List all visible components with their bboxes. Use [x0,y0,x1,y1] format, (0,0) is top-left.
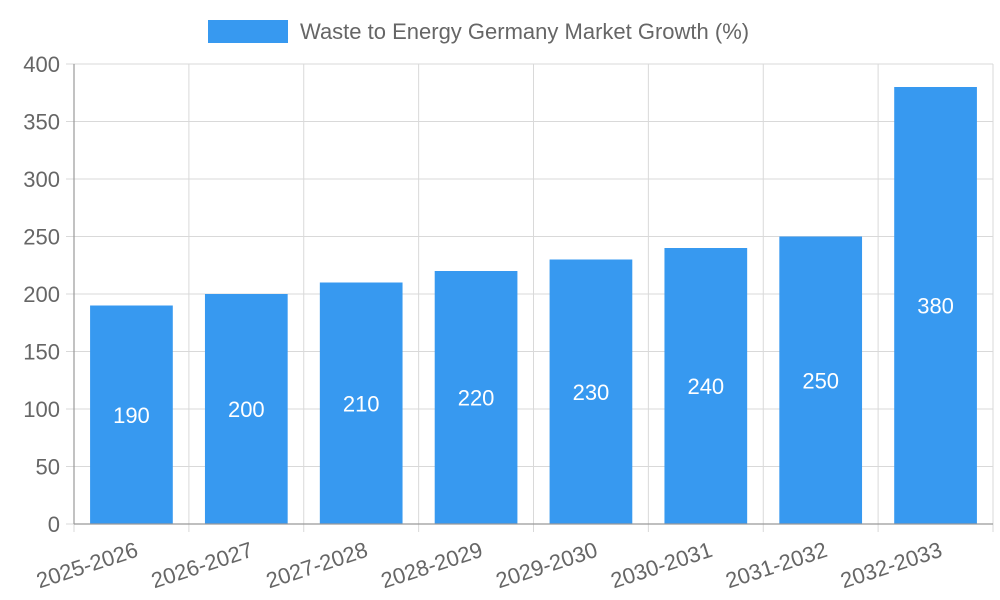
bar-2030-2031[interactable] [664,248,748,524]
data-label: 240 [687,374,724,399]
x-tick-label: 2032-2033 [837,537,945,593]
data-label: 190 [113,403,150,428]
data-label: 220 [458,386,495,411]
bar-2029-2030[interactable] [549,259,633,525]
data-label: 250 [802,368,839,393]
legend-swatch [208,20,288,43]
y-tick-label: 150 [23,340,60,365]
x-tick-label: 2028-2029 [378,537,486,593]
data-labels: 190 200 210 220 230 240 250 380 [113,294,954,428]
x-axis-tick-labels: 2025-2026 2026-2027 2027-2028 2028-2029 2029… [33,537,945,593]
bar-2028-2029[interactable] [434,271,518,524]
axes [66,63,994,532]
data-label: 200 [228,397,265,422]
legend-label: Waste to Energy Germany Market Growth (%… [300,19,749,44]
bars [90,87,977,524]
bar-2025-2026[interactable] [90,305,173,525]
y-tick-label: 100 [23,397,60,422]
bar-2026-2027[interactable] [204,294,288,524]
y-tick-label: 50 [36,455,60,480]
y-tick-label: 350 [23,110,60,135]
y-tick-label: 0 [48,512,60,537]
bar-2032-2033[interactable] [894,87,977,524]
y-tick-label: 200 [23,282,60,307]
data-label: 230 [573,380,610,405]
y-tick-label: 250 [23,225,60,250]
x-tick-label: 2025-2026 [33,537,141,593]
y-axis-tick-labels: 0 50 100 150 200 250 300 350 400 [23,52,60,537]
data-label: 210 [343,391,380,416]
x-tick-label: 2030-2031 [608,537,716,593]
x-tick-label: 2027-2028 [263,537,371,593]
x-tick-label: 2031-2032 [722,537,830,593]
legend[interactable]: Waste to Energy Germany Market Growth (%… [208,19,749,44]
x-tick-label: 2029-2030 [493,537,601,593]
bar-2027-2028[interactable] [319,282,403,525]
y-tick-label: 400 [23,52,60,77]
y-tick-label: 300 [23,167,60,192]
x-tick-label: 2026-2027 [148,537,256,593]
data-label: 380 [917,294,954,319]
bar-2031-2032[interactable] [779,236,863,525]
